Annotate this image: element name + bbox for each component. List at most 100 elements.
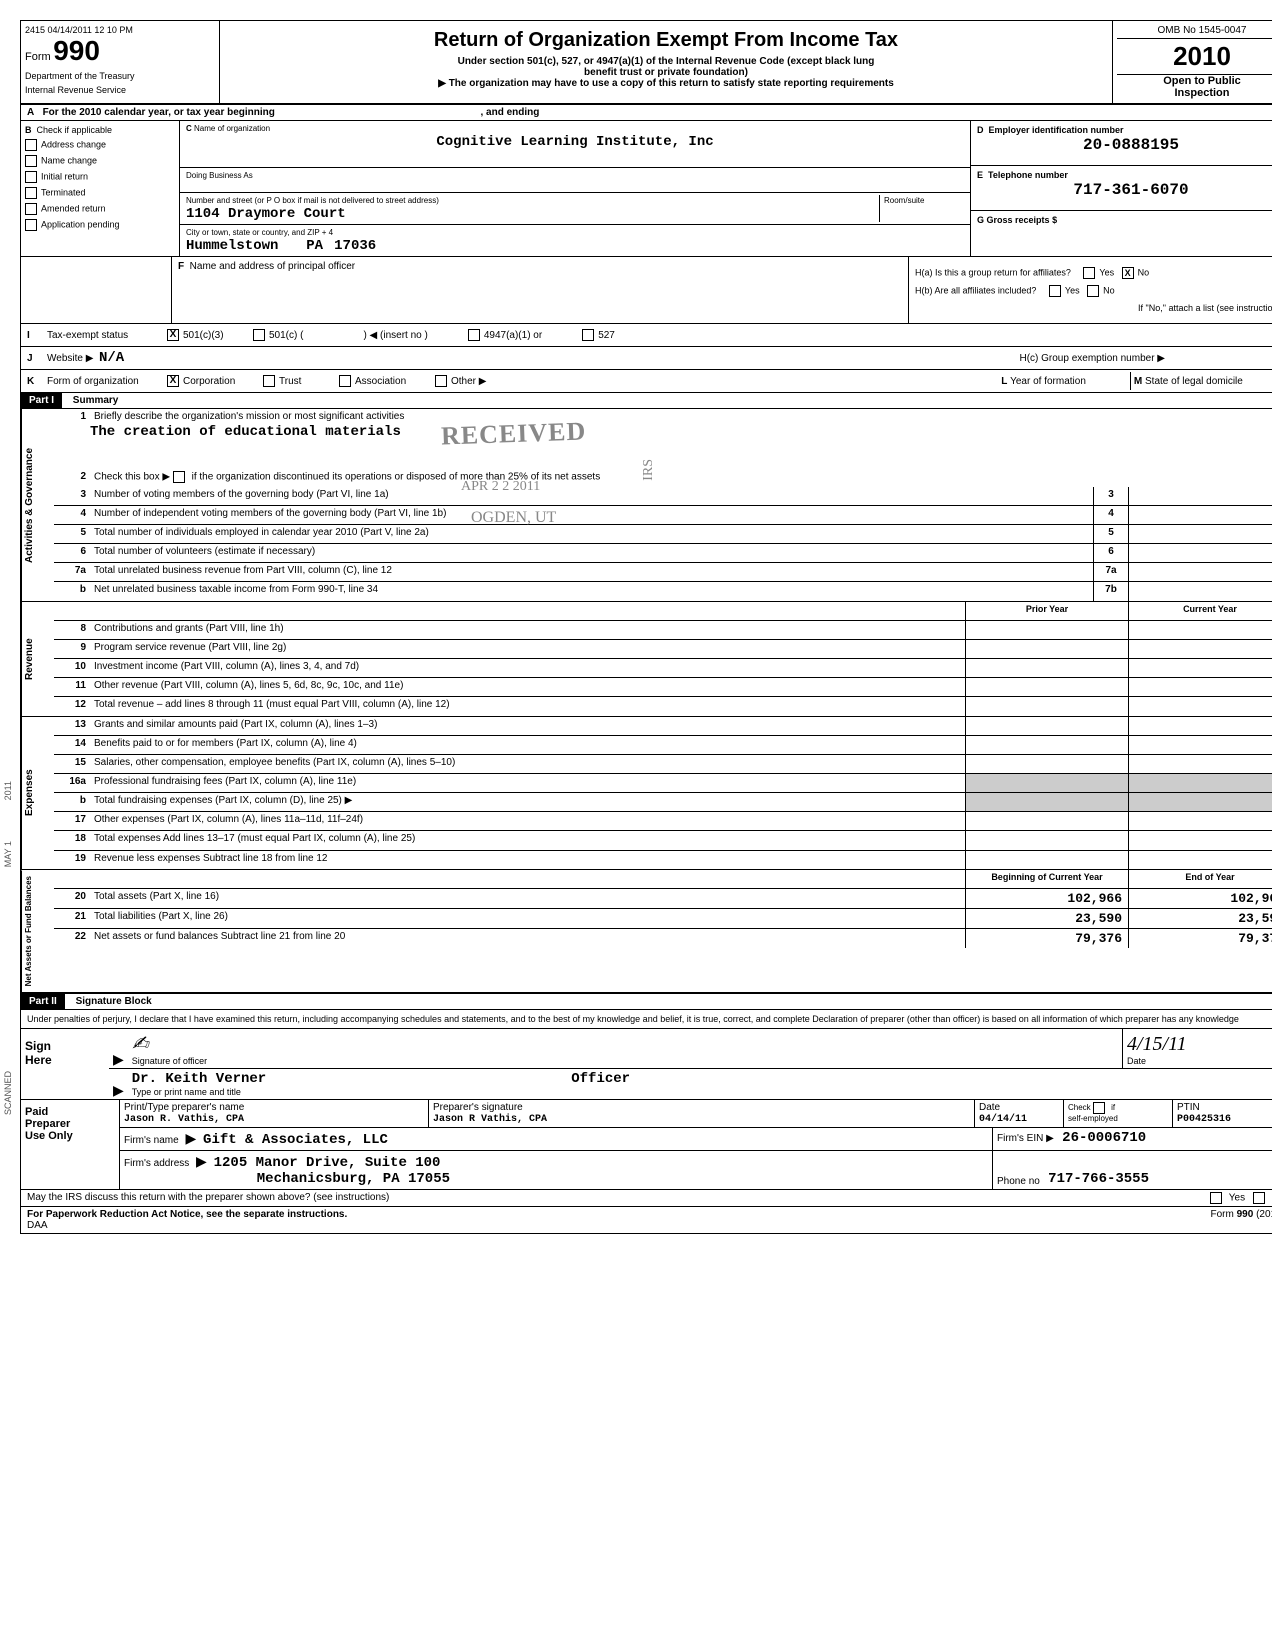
sig-of-officer-label: Signature of officer	[132, 1056, 207, 1066]
netassets-section: Net Assets or Fund Balances Beginning of…	[21, 870, 1272, 994]
side-stamp-2011: 2011	[3, 781, 13, 800]
line-2b: if the organization discontinued its ope…	[192, 472, 601, 483]
checkbox-pending[interactable]	[25, 219, 37, 231]
l21-beg: 23,590	[965, 909, 1128, 928]
zip: 17036	[334, 238, 376, 254]
preparer-date: 04/14/11	[979, 1114, 1027, 1125]
website-label: Website ▶	[47, 353, 93, 364]
opt-527: 527	[598, 330, 615, 341]
opt-trust: Trust	[279, 376, 339, 387]
side-stamp-scanned: SCANNED	[3, 1071, 13, 1115]
checkbox-other[interactable]	[435, 375, 447, 387]
part-i-label: Part I	[21, 393, 62, 408]
opt-501c-b: ) ◀ (insert no )	[363, 330, 427, 341]
col-beginning: Beginning of Current Year	[965, 870, 1128, 888]
line-2a: Check this box ▶	[94, 472, 170, 483]
checkbox-amended[interactable]	[25, 203, 37, 215]
sign-label-2: Here	[25, 1053, 105, 1067]
label-c: C	[186, 124, 192, 133]
checkbox-self-employed[interactable]	[1093, 1102, 1105, 1114]
officer-name: Dr. Keith Verner	[132, 1071, 266, 1087]
line-18: Total expenses Add lines 13–17 (must equ…	[90, 831, 965, 850]
firm-name-label: Firm's name	[124, 1135, 179, 1146]
checkbox-hb-no[interactable]	[1087, 285, 1099, 297]
l22-beg: 79,376	[965, 929, 1128, 948]
batch-stamp: 2415 04/14/2011 12 10 PM	[25, 25, 215, 35]
preparer-name: Jason R. Vathis, CPA	[124, 1114, 244, 1125]
row-a-text: For the 2010 calendar year, or tax year …	[43, 107, 275, 118]
firm-addr-1: 1205 Manor Drive, Suite 100	[214, 1155, 441, 1171]
daa: DAA	[27, 1220, 48, 1231]
checkbox-address-change[interactable]	[25, 139, 37, 151]
col-current-year: Current Year	[1128, 602, 1272, 620]
column-b: B Check if applicable Address change Nam…	[21, 121, 180, 256]
label-a: A	[27, 107, 34, 118]
col-prior-year: Prior Year	[965, 602, 1128, 620]
header-left: 2415 04/14/2011 12 10 PM Form 990 Depart…	[21, 21, 220, 103]
year-formation-label: Year of formation	[1010, 376, 1130, 387]
checkbox-corp[interactable]: X	[167, 375, 179, 387]
mission-text: The creation of educational materials	[54, 424, 401, 440]
line-20: Total assets (Part X, line 16)	[90, 889, 965, 908]
part-ii-header: Part II Signature Block	[21, 994, 1272, 1010]
opt-501c: 501(c) (	[269, 330, 303, 341]
ptin-label: PTIN	[1177, 1102, 1200, 1113]
line-7b-val: 0	[1128, 582, 1272, 601]
label-e: E	[977, 170, 983, 180]
line-12-val: 0	[1128, 697, 1272, 716]
sig-date-label: Date	[1127, 1056, 1146, 1066]
dba-label: Doing Business As	[186, 171, 253, 180]
checkbox-4947[interactable]	[468, 329, 480, 341]
omb-number: OMB No 1545-0047	[1117, 25, 1272, 39]
hb-label: H(b) Are all affiliates included?	[915, 285, 1036, 295]
line-6-val	[1128, 544, 1272, 562]
checkbox-name-change[interactable]	[25, 155, 37, 167]
line-5-val	[1128, 525, 1272, 543]
checkbox-501c3[interactable]: X	[167, 329, 179, 341]
form-number: 990	[53, 35, 100, 66]
line-1-desc: Briefly describe the organization's miss…	[90, 409, 1272, 424]
checkbox-trust[interactable]	[263, 375, 275, 387]
label-b: B	[25, 125, 32, 135]
checkbox-terminated[interactable]	[25, 187, 37, 199]
gross-receipts-label: Gross receipts $	[987, 215, 1058, 225]
checkbox-discuss-no[interactable]	[1253, 1192, 1265, 1204]
checkbox-initial-return[interactable]	[25, 171, 37, 183]
checkbox-ha-yes[interactable]	[1083, 267, 1095, 279]
checkbox-hb-yes[interactable]	[1049, 285, 1061, 297]
addr-label: Number and street (or P O box if mail is…	[186, 196, 439, 205]
declaration-text: Under penalties of perjury, I declare th…	[21, 1010, 1272, 1029]
checkbox-discuss-yes[interactable]	[1210, 1192, 1222, 1204]
opt-name-change: Name change	[41, 155, 97, 165]
type-name-label: Type or print name and title	[132, 1087, 241, 1097]
line-17: Other expenses (Part IX, column (A), lin…	[90, 812, 965, 830]
part-ii-title: Signature Block	[76, 996, 152, 1007]
footer-form-no: 990	[1237, 1209, 1254, 1220]
form-footer: Form 990 (2010)	[1211, 1209, 1272, 1231]
line-16b: Total fundraising expenses (Part IX, col…	[90, 793, 965, 811]
opt-4947: 4947(a)(1) or	[484, 330, 542, 341]
ptin-value: P00425316	[1177, 1114, 1231, 1125]
checkbox-527[interactable]	[582, 329, 594, 341]
opt-corporation: Corporation	[183, 376, 263, 387]
label-d: D	[977, 125, 984, 135]
line-19: Revenue less expenses Subtract line 18 f…	[90, 851, 965, 869]
checkbox-501c[interactable]	[253, 329, 265, 341]
line-12: Total revenue – add lines 8 through 11 (…	[90, 697, 965, 716]
ha-yes: Yes	[1099, 267, 1114, 277]
use-only-label: Use Only	[25, 1130, 115, 1142]
governance-section: Activities & Governance 1 Briefly descri…	[21, 409, 1272, 602]
checkbox-line2[interactable]	[173, 471, 185, 483]
header-center: Return of Organization Exempt From Incom…	[220, 21, 1113, 103]
opt-initial-return: Initial return	[41, 171, 88, 181]
firm-ein-label: Firm's EIN ▶	[997, 1133, 1054, 1144]
revenue-vert-label: Revenue	[21, 602, 54, 716]
room-suite-label: Room/suite	[884, 196, 924, 205]
checkbox-assoc[interactable]	[339, 375, 351, 387]
tax-year: 2010	[1117, 39, 1272, 75]
website-value: N/A	[99, 350, 124, 366]
f-cell: F Name and address of principal officer	[172, 257, 909, 323]
phone-no-label: Phone no	[997, 1176, 1040, 1187]
line-13: Grants and similar amounts paid (Part IX…	[90, 717, 965, 735]
checkbox-ha-no[interactable]: X	[1122, 267, 1134, 279]
